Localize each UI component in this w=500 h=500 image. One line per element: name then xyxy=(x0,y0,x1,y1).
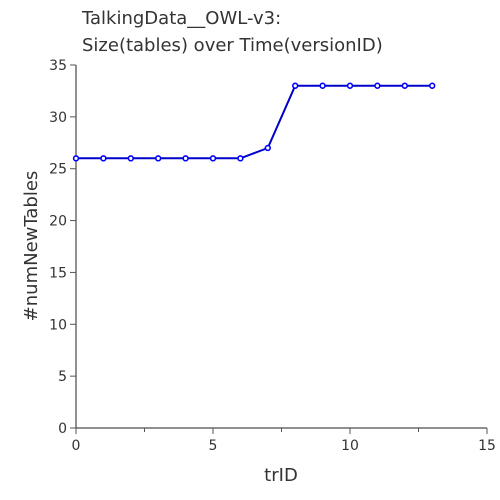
data-point xyxy=(182,155,189,162)
data-point xyxy=(127,155,135,162)
series-markers xyxy=(72,82,436,162)
x-tick-label: 10 xyxy=(341,438,359,454)
y-tick-label: 30 xyxy=(49,110,67,126)
data-point xyxy=(72,155,80,162)
y-tick-label: 0 xyxy=(58,421,67,437)
y-axis-label: #numNewTables xyxy=(21,171,42,322)
series-line xyxy=(76,84,433,160)
x-tick-label: 0 xyxy=(72,438,81,454)
x-axis-label: trID xyxy=(264,465,298,486)
y-tick-label: 20 xyxy=(49,214,67,230)
y-tick-label: 35 xyxy=(49,58,67,74)
data-point xyxy=(100,155,107,162)
data-point xyxy=(237,155,244,162)
y-tick-label: 15 xyxy=(49,265,67,281)
data-point xyxy=(319,82,326,89)
y-axis-ticks: 0 5 10 15 20 25 30 35 xyxy=(49,58,76,437)
data-point xyxy=(401,82,408,89)
x-axis-ticks: 0 5 10 15 xyxy=(72,428,496,454)
data-point xyxy=(292,82,299,89)
data-point xyxy=(209,155,217,162)
data-point xyxy=(346,82,354,89)
y-tick-label: 10 xyxy=(49,317,67,333)
data-point xyxy=(264,144,271,152)
chart-title-line-1: TalkingData__OWL-v3: xyxy=(81,8,281,29)
data-point xyxy=(429,82,436,89)
y-tick-label: 5 xyxy=(58,369,67,385)
data-point xyxy=(374,82,381,89)
data-point xyxy=(155,155,162,162)
chart-title-line-2: Size(tables) over Time(versionID) xyxy=(82,35,383,56)
y-tick-label: 25 xyxy=(49,162,67,178)
x-tick-label: 15 xyxy=(478,438,496,454)
x-tick-label: 5 xyxy=(209,438,218,454)
